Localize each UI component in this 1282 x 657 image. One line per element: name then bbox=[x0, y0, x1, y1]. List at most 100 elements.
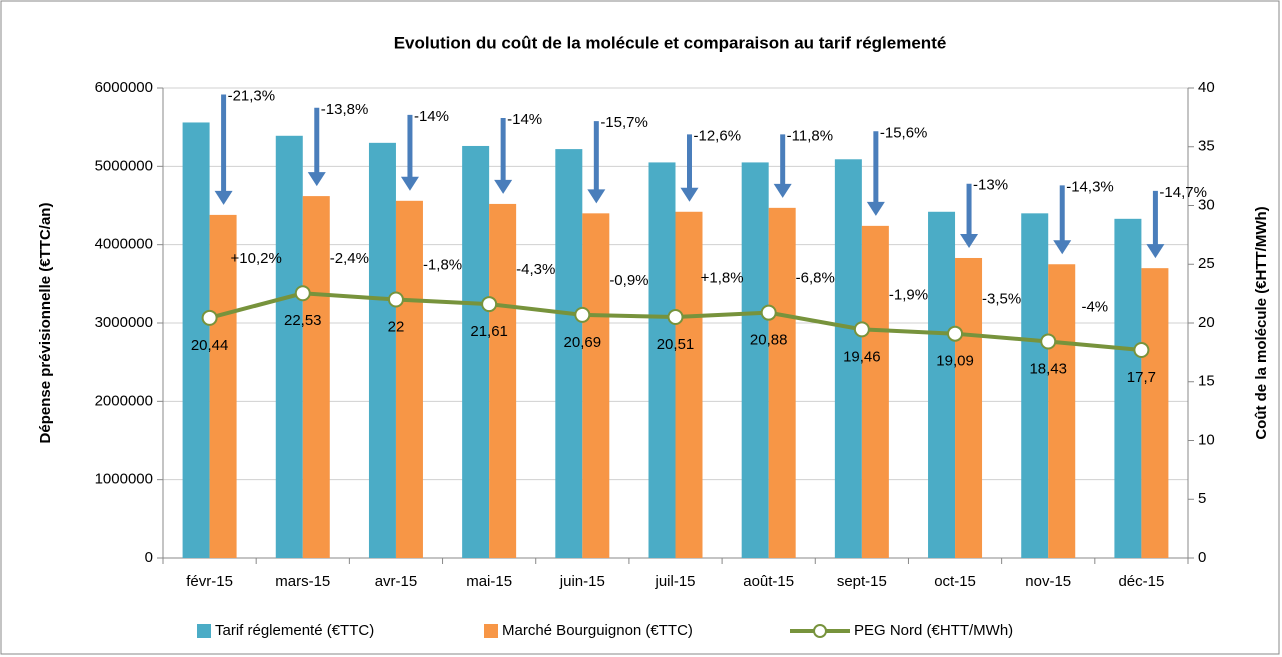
x-tick-label: juin-15 bbox=[559, 573, 605, 590]
y2-tick-label: 5 bbox=[1198, 490, 1206, 507]
line-marker bbox=[387, 291, 404, 308]
y-tick-label: 2000000 bbox=[95, 392, 153, 409]
bar bbox=[1048, 264, 1076, 558]
data-label: 20,88 bbox=[750, 332, 788, 349]
bar bbox=[1141, 268, 1169, 558]
bar bbox=[275, 135, 303, 559]
bar bbox=[648, 162, 676, 558]
arrow-head bbox=[960, 233, 979, 248]
bar bbox=[368, 142, 396, 559]
bar-annotation: -11,8% bbox=[787, 127, 833, 144]
bar-annotation: -15,7% bbox=[600, 114, 648, 131]
legend-label: PEG Nord (€HTT/MWh) bbox=[854, 622, 1013, 639]
data-label: 20,44 bbox=[191, 337, 229, 354]
bar bbox=[462, 145, 490, 558]
y-tick-label: 1000000 bbox=[95, 471, 153, 488]
legend-swatch bbox=[197, 624, 211, 638]
bar-annotation: -14,7% bbox=[1159, 184, 1207, 201]
bar-annotation: -15,6% bbox=[880, 124, 928, 141]
bar bbox=[302, 196, 330, 558]
x-tick-label: sept-15 bbox=[837, 573, 887, 590]
line-annotation: -4% bbox=[1081, 298, 1108, 315]
bar bbox=[955, 257, 983, 558]
bar bbox=[209, 214, 237, 558]
y-axis-title: Dépense prévisionnelle (€TTC/an) bbox=[37, 203, 54, 444]
legend-label: Marché Bourguignon (€TTC) bbox=[502, 622, 693, 639]
bar bbox=[834, 159, 862, 559]
data-label: 22,53 bbox=[284, 312, 322, 329]
arrow-head bbox=[494, 179, 513, 194]
x-tick-label: oct-15 bbox=[934, 573, 976, 590]
line-annotation: -4,3% bbox=[516, 261, 555, 278]
bar bbox=[1114, 218, 1142, 559]
line-annotation: +10,2% bbox=[231, 250, 282, 267]
x-tick-label: mai-15 bbox=[466, 573, 512, 590]
line-marker bbox=[201, 309, 218, 326]
y2-tick-label: 35 bbox=[1198, 138, 1215, 155]
line-marker bbox=[667, 309, 684, 326]
line-marker bbox=[294, 285, 311, 302]
line-annotation: -0,9% bbox=[609, 272, 648, 289]
bar bbox=[768, 207, 796, 558]
y2-tick-label: 20 bbox=[1198, 314, 1215, 331]
y2-tick-label: 30 bbox=[1198, 196, 1215, 213]
y2-tick-label: 25 bbox=[1198, 255, 1215, 272]
bar-annotation: -14% bbox=[507, 111, 542, 128]
arrow-head bbox=[866, 201, 885, 216]
bar-annotation: -12,6% bbox=[694, 127, 742, 144]
y-tick-label: 5000000 bbox=[95, 157, 153, 174]
arrow-head bbox=[1053, 240, 1072, 255]
arrow-head bbox=[307, 172, 326, 187]
line-marker bbox=[1040, 333, 1057, 350]
y2-tick-label: 0 bbox=[1198, 549, 1206, 566]
arrow-head bbox=[400, 176, 419, 191]
x-tick-label: juil-15 bbox=[654, 573, 695, 590]
data-label: 19,46 bbox=[843, 348, 881, 365]
bar bbox=[582, 213, 610, 559]
line-marker bbox=[853, 321, 870, 338]
data-label: 20,51 bbox=[657, 336, 695, 353]
legend-marker bbox=[813, 624, 827, 638]
bar-annotation: -14,3% bbox=[1066, 178, 1114, 195]
bar bbox=[395, 200, 423, 559]
line-annotation: +1,8% bbox=[701, 270, 744, 287]
x-tick-label: mars-15 bbox=[275, 573, 330, 590]
bar bbox=[675, 211, 703, 558]
line-annotation: -2,4% bbox=[330, 250, 369, 267]
bar bbox=[928, 211, 956, 558]
line-marker bbox=[481, 296, 498, 313]
x-tick-label: août-15 bbox=[743, 573, 794, 590]
data-label: 20,69 bbox=[564, 334, 602, 351]
bar bbox=[1021, 213, 1049, 559]
line-annotation: -1,8% bbox=[423, 256, 462, 273]
data-label: 21,61 bbox=[470, 323, 508, 340]
line-marker bbox=[1133, 342, 1150, 359]
x-tick-label: avr-15 bbox=[375, 573, 418, 590]
arrow-head bbox=[1146, 244, 1165, 259]
y2-tick-label: 10 bbox=[1198, 431, 1215, 448]
line-annotation: -1,9% bbox=[889, 286, 928, 303]
bar-annotation: -13% bbox=[973, 177, 1008, 194]
legend-swatch bbox=[484, 624, 498, 638]
data-label: 17,7 bbox=[1127, 369, 1156, 386]
data-label: 22 bbox=[388, 318, 405, 335]
y-tick-label: 6000000 bbox=[95, 79, 153, 96]
y2-tick-label: 15 bbox=[1198, 373, 1215, 390]
bar-annotation: -13,8% bbox=[321, 101, 369, 118]
x-tick-label: févr-15 bbox=[186, 573, 233, 590]
line-marker bbox=[574, 306, 591, 323]
bar bbox=[741, 162, 769, 558]
bar bbox=[489, 203, 517, 558]
y-tick-label: 4000000 bbox=[95, 236, 153, 253]
arrow-head bbox=[214, 190, 233, 205]
legend-label: Tarif réglementé (€TTC) bbox=[215, 622, 374, 639]
arrow-head bbox=[587, 189, 606, 204]
bar bbox=[555, 149, 583, 558]
line-annotation: -3,5% bbox=[982, 291, 1021, 308]
x-tick-label: déc-15 bbox=[1118, 573, 1164, 590]
y-tick-label: 0 bbox=[145, 549, 153, 566]
line-marker bbox=[947, 325, 964, 342]
line-marker bbox=[760, 304, 777, 321]
